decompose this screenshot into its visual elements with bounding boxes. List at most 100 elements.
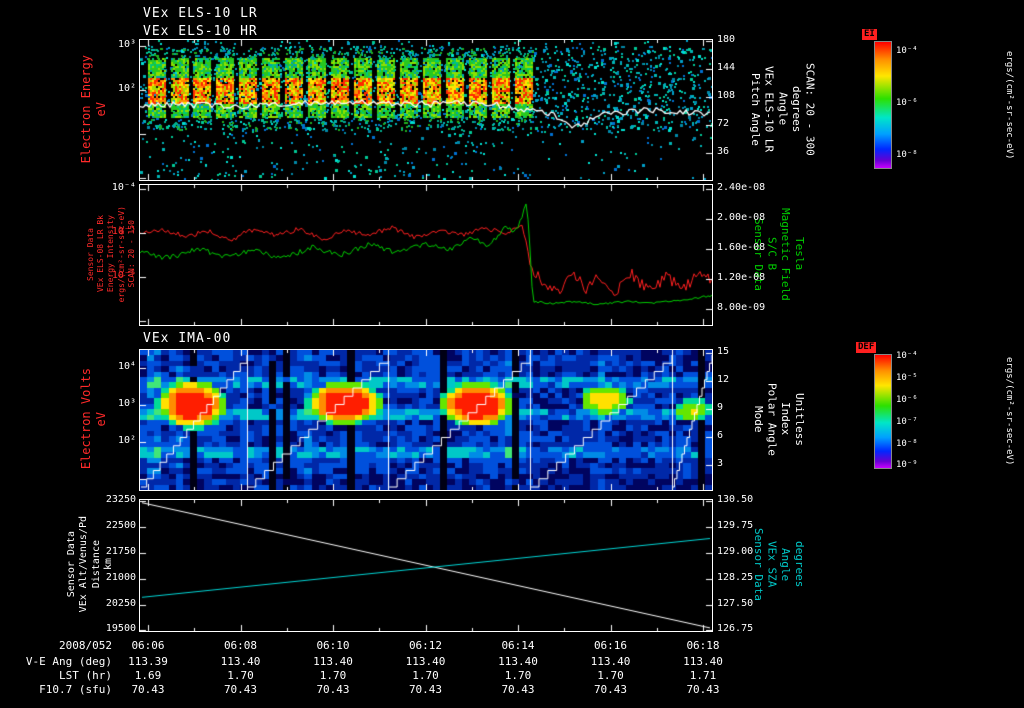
panel3-right-label-line: Index [779,402,793,436]
tick-label: 144 [717,62,736,73]
tick-label: 10² [117,435,136,446]
tick-label: 10⁻⁹ [896,460,918,470]
tick-label: 22500 [105,520,136,531]
panel1-right-label: Pitch Angle VEx ELS-10 LR Angle degrees SCAN… [748,39,817,179]
colorbar-ei-units-line: ergs/(cm²-sr-sec-eV) [1004,50,1015,160]
table-row-label: 2008/052 [59,639,112,652]
tick-label: 10³ [117,398,136,409]
tick-label: 1.20e-08 [717,272,766,283]
panel3-title: VEx IMA-00 [143,331,232,346]
panel3-right-label-line: Polar Angle [765,382,779,456]
panel1-right-label-line: Angle [776,92,790,126]
panel4-lines-canvas [140,500,712,631]
table-value: 113.40 [590,655,631,668]
tick-label: 129.00 [717,546,754,557]
panel4-left-ticks: 23250 22500 21750 21000 20250 19500 [60,494,136,634]
table-value: 113.40 [683,655,723,668]
panel3-right-label-line: Mode [751,405,765,433]
tick-label: 72 [717,118,730,129]
colorbar-ei-units: ergs/(cm²-sr-sec-eV) [1002,41,1016,169]
tick-label: 108 [717,90,736,101]
table-value: 113.39 [128,655,168,668]
tick-label: 10⁻⁵ [111,226,136,237]
tick-label: 10³ [117,39,136,50]
tick-label: 128.25 [717,572,754,583]
table-value: 1.70 [597,669,624,682]
table-value: 113.40 [220,655,261,668]
panel1-right-label-line: Pitch Angle [749,72,763,146]
colorbar-ei [874,41,892,169]
panel2-frame [139,184,713,326]
tick-label: 6 [717,430,724,441]
table-value: 70.43 [408,683,443,696]
tick-label: 10⁻⁴ [111,182,136,193]
time-tick-label: 06:10 [316,639,350,652]
tick-label: 126.75 [717,623,754,634]
tick-label: 10⁻⁸ [896,150,918,160]
panel4-right-label-line: Angle [779,547,793,582]
panel2-left-ticks: 10⁻⁴ 10⁻⁵ 10⁻⁶ [60,182,136,324]
table-value: 70.43 [593,683,628,696]
panel1-right-ticks: 180 144 108 72 36 [717,34,793,179]
time-tick-label: 06:12 [408,639,443,652]
panel3-right-ticks: 15 12 9 6 3 [717,346,793,489]
tick-label: 2.00e-08 [717,212,766,223]
tick-label: 10⁻⁶ [896,98,918,108]
tick-label: 127.50 [717,598,754,609]
panel2-right-label-line: S/C B [765,237,779,271]
tick-label: 3 [717,458,724,469]
panel2-right-label-line: Magnetic Field [779,207,793,301]
table-value: 113.40 [498,655,538,668]
panel1-right-label-line: degrees [789,85,803,133]
panel2-right-label: Sensor Data S/C B Magnetic Field Tesla [748,184,808,324]
colorbar-ei-tag: EI [862,29,877,40]
panel1-title-lr: VEx ELS-10 LR [143,6,258,21]
panel1-left-ticks: 10³ 10² [60,39,136,179]
tick-label: 20250 [105,598,136,609]
panel4-right-label: Sensor Data VEx SZA Angle degrees [748,499,808,630]
tick-label: 10⁻⁷ [896,417,918,427]
panel2-right-label-line: Tesla [792,237,806,271]
panel3-right-label: Mode Polar Angle Index Unitless [748,349,808,489]
tick-label: 10⁻⁶ [111,270,136,281]
time-tick-label: 06:06 [131,639,165,652]
table-value: 70.43 [131,683,165,696]
panel2-right-ticks: 2.40e-08 2.00e-08 1.60e-08 1.20e-08 8.00e-09 [717,182,793,324]
tick-label: 8.00e-09 [717,302,766,313]
tick-label: 23250 [105,494,136,505]
panel2-right-label-line: Sensor Data [751,217,765,291]
colorbar-def [874,354,892,469]
colorbar-def-tag: DEF [856,342,877,353]
table-row-label: LST (hr) [59,669,112,682]
tick-label: 10² [117,83,136,94]
table-value: 70.43 [223,683,258,696]
panel1-title-hr: VEx ELS-10 HR [143,24,258,39]
panel3-left-ticks: 10⁴ 10³ 10² [60,349,136,489]
panel4-frame [139,499,713,632]
table-value: 1.69 [134,669,162,682]
table-value: 1.70 [504,669,532,682]
panel1-right-label-line: SCAN: 20 - 300 [803,62,817,156]
tick-label: 10⁴ [117,361,136,372]
tick-label: 130.50 [717,494,754,505]
tick-label: 1.60e-08 [717,242,766,253]
tick-label: 15 [717,346,730,357]
table-value: 113.40 [405,655,446,668]
tick-label: 10⁻⁶ [896,395,918,405]
panel4-right-ticks: 130.50 129.75 129.00 128.25 127.50 126.75 [717,494,793,634]
colorbar-def-ticks: 10⁻⁴ 10⁻⁵ 10⁻⁶ 10⁻⁷ 10⁻⁸ 10⁻⁹ [896,351,956,470]
time-tick-label: 06:16 [593,639,628,652]
table-value: 1.70 [412,669,439,682]
panel3-spectrogram-canvas [140,350,712,490]
colorbar-ei-ticks: 10⁻⁴ 10⁻⁶ 10⁻⁸ [896,41,956,169]
panel3-right-label-line: Unitless [792,392,806,446]
table-value: 70.43 [501,683,535,696]
table-value: 1.71 [689,669,717,682]
table-value: 70.43 [316,683,350,696]
table-row-label: F10.7 (sfu) [39,683,112,696]
table-value: 113.40 [313,655,353,668]
tick-label: 2.40e-08 [717,182,766,193]
time-tick-label: 06:08 [223,639,258,652]
tick-label: 21750 [105,546,136,557]
